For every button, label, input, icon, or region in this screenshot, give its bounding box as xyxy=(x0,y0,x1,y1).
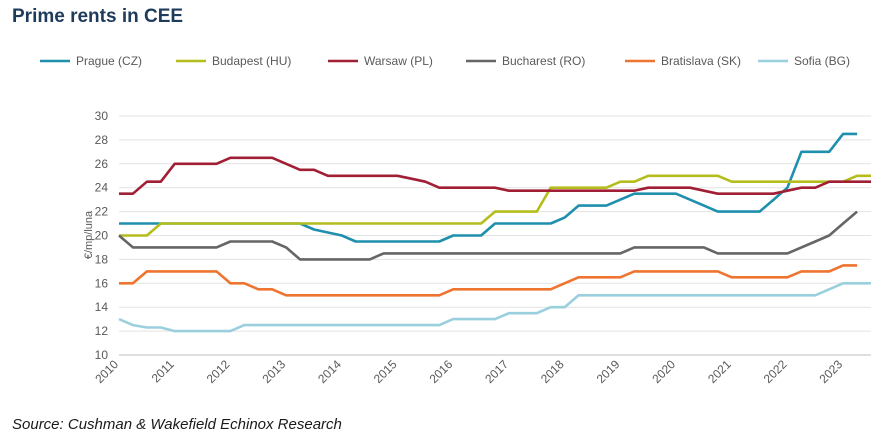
y-tick-label: 12 xyxy=(95,324,109,338)
y-tick-label: 28 xyxy=(95,133,109,147)
legend-label: Budapest (HU) xyxy=(212,54,291,68)
x-tick-label: 2011 xyxy=(149,357,177,385)
y-tick-label: 26 xyxy=(95,157,109,171)
series-line xyxy=(119,132,858,243)
x-axis-ticks: 2010 2011 2012 2013 2014 2015 2016 2017 2018 2019… xyxy=(92,357,845,386)
series-line xyxy=(119,156,871,195)
series-lines xyxy=(118,132,871,333)
legend-label: Warsaw (PL) xyxy=(364,54,433,68)
series-line xyxy=(119,264,858,297)
y-axis-ticks: 10 12 14 16 18 20 22 24 26 28 30 xyxy=(95,109,109,362)
series-line xyxy=(118,210,858,261)
x-tick-label: 2016 xyxy=(427,357,456,386)
legend-label: Sofia (BG) xyxy=(794,54,850,68)
legend-label: Prague (CZ) xyxy=(76,54,142,68)
y-tick-label: 14 xyxy=(95,300,109,314)
x-tick-label: 2020 xyxy=(649,357,678,386)
source-note: Source: Cushman & Wakefield Echinox Rese… xyxy=(12,416,342,433)
x-tick-label: 2023 xyxy=(816,357,845,386)
legend-label: Bratislava (SK) xyxy=(661,54,741,68)
x-tick-label: 2012 xyxy=(204,357,233,386)
y-tick-label: 24 xyxy=(95,181,109,195)
legend-label: Bucharest (RO) xyxy=(502,54,585,68)
series-line xyxy=(119,174,871,237)
x-tick-label: 2013 xyxy=(259,357,288,386)
x-tick-label: 2018 xyxy=(538,357,567,386)
y-tick-label: 10 xyxy=(95,348,109,362)
y-axis-label: €/mp/luna xyxy=(83,210,95,259)
x-tick-label: 2014 xyxy=(315,357,344,386)
x-tick-label: 2022 xyxy=(761,357,790,386)
x-tick-label: 2021 xyxy=(705,357,734,386)
y-tick-label: 16 xyxy=(95,276,109,290)
gridlines xyxy=(119,115,871,356)
series-line xyxy=(118,282,871,333)
chart-title: Prime rents in CEE xyxy=(12,6,184,27)
chart-legend: Prague (CZ) Budapest (HU) Warsaw (PL) Bucha… xyxy=(40,54,850,68)
y-tick-label: 22 xyxy=(95,205,109,219)
x-tick-label: 2017 xyxy=(482,357,511,386)
y-tick-label: 18 xyxy=(95,252,109,266)
x-tick-label: 2019 xyxy=(594,357,623,386)
x-tick-label: 2015 xyxy=(371,357,400,386)
y-tick-label: 20 xyxy=(95,229,109,243)
y-tick-label: 30 xyxy=(95,109,109,123)
